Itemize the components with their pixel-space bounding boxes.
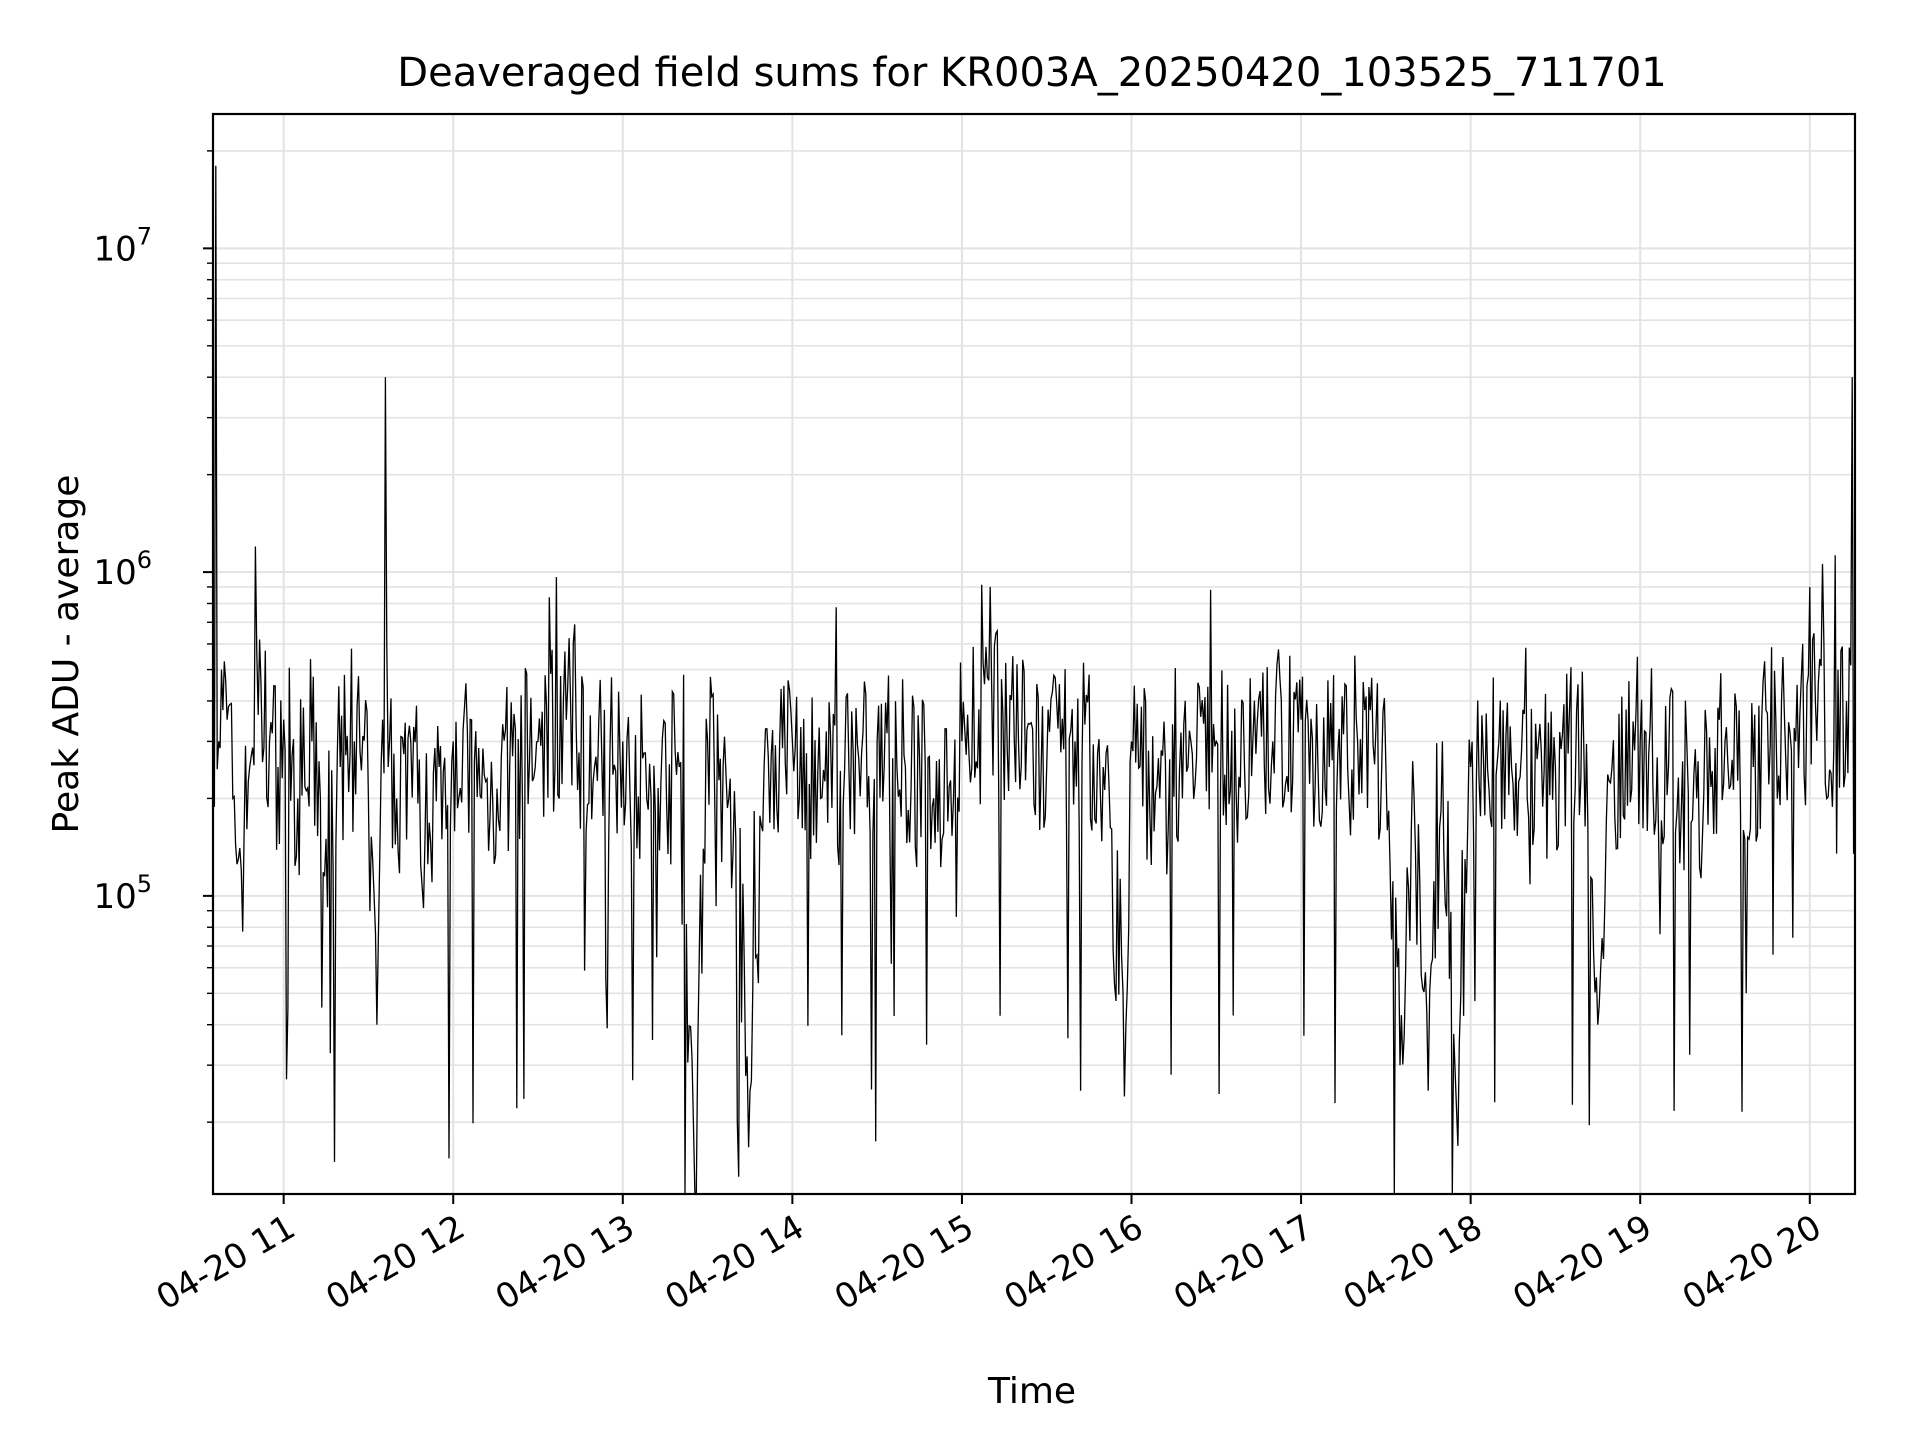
- y-tick-base: 10: [93, 553, 136, 593]
- plot-frame: [211, 112, 1857, 1196]
- x-tick-label: 04-20 16: [998, 1207, 1150, 1318]
- x-axis-label: Time: [987, 1371, 1076, 1412]
- x-tick-label: 04-20 17: [1167, 1207, 1319, 1318]
- x-tick-label: 04-20 13: [489, 1207, 641, 1318]
- x-tick-label: 04-20 11: [150, 1207, 302, 1318]
- x-tick-label: 04-20 18: [1337, 1207, 1489, 1318]
- series-line: [212, 165, 1856, 1195]
- x-tick-label: 04-20 19: [1506, 1207, 1658, 1318]
- x-tick-label: 04-20 14: [658, 1207, 810, 1318]
- grid: [213, 114, 1855, 1194]
- y-tick-exponent: 6: [137, 546, 152, 574]
- x-tick-label: 04-20 15: [828, 1207, 980, 1318]
- x-tick-label: 04-20 20: [1676, 1207, 1828, 1318]
- x-tick-label: 04-20 12: [319, 1207, 471, 1318]
- y-tick-exponent: 7: [137, 222, 152, 250]
- y-tick-label: 106: [93, 546, 152, 593]
- chart-title: Deaveraged field sums for KR003A_2025042…: [397, 50, 1666, 96]
- y-tick-label: 107: [93, 222, 152, 269]
- x-axis: 04-20 11 04-20 12 04-20 13 04-20 14 04-20 15…: [150, 1194, 1828, 1318]
- series-layer: [212, 165, 1856, 1195]
- y-tick-exponent: 5: [137, 870, 152, 898]
- y-tick-base: 10: [93, 229, 136, 269]
- y-axis-label: Peak ADU - average: [46, 475, 87, 834]
- y-tick-base: 10: [93, 877, 136, 917]
- y-tick-label: 105: [93, 870, 152, 917]
